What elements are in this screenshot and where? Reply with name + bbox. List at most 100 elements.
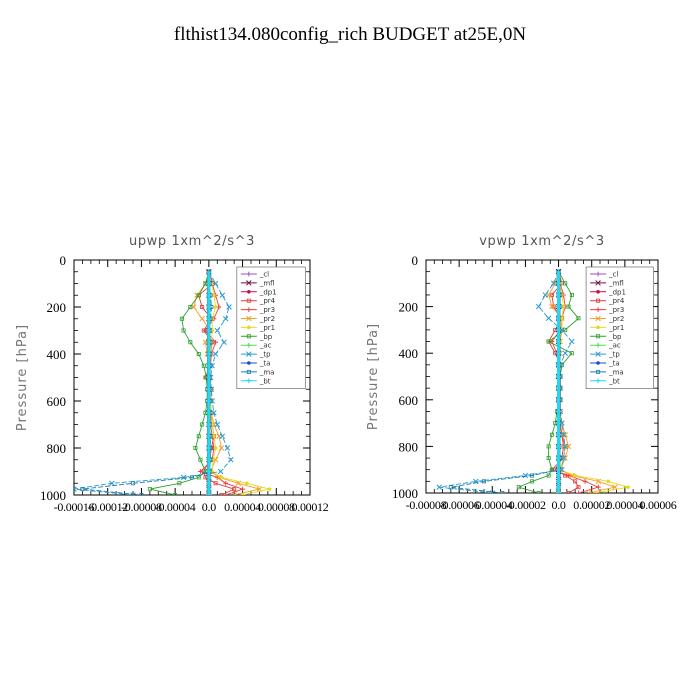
y-tick-label: 600 xyxy=(47,394,67,409)
data-point xyxy=(201,363,206,368)
legend-marker xyxy=(596,325,600,330)
data-point xyxy=(213,305,218,309)
data-point xyxy=(224,445,231,451)
data-point xyxy=(556,385,561,391)
data-point xyxy=(436,484,443,490)
series-bt xyxy=(556,269,561,493)
legend-marker xyxy=(246,369,251,374)
legend-label: _mfl xyxy=(608,279,624,287)
data-point xyxy=(206,410,212,416)
data-point xyxy=(569,292,574,297)
data-point xyxy=(576,490,581,493)
panel-upwp: upwp 1xm^2/s^3 Pressure [hPa] 0 200 400 600 80… xyxy=(15,234,329,514)
legend-marker xyxy=(596,369,601,374)
data-point xyxy=(556,420,561,426)
legend-label: _ac xyxy=(608,342,621,350)
data-point xyxy=(582,478,588,484)
data-point xyxy=(206,457,212,463)
data-point xyxy=(516,485,521,490)
x-tick-label: 0.00006 xyxy=(640,498,677,512)
data-point xyxy=(130,492,136,495)
legend-label: _bt xyxy=(608,377,620,385)
data-point xyxy=(212,434,216,439)
data-point xyxy=(199,315,205,322)
data-point xyxy=(563,281,568,286)
data-point xyxy=(221,339,227,346)
data-point xyxy=(626,485,630,489)
data-point xyxy=(206,492,212,495)
data-point xyxy=(546,456,551,461)
data-point xyxy=(240,493,245,495)
data-point xyxy=(206,316,212,322)
x-tick-label: -0.00008 xyxy=(406,498,447,512)
legend-label: _mfl xyxy=(259,279,275,287)
y-axis-label: Pressure [hPa] xyxy=(15,324,30,431)
data-point xyxy=(196,475,201,480)
data-point xyxy=(206,304,212,310)
legend-label: _ma xyxy=(259,368,275,376)
data-point xyxy=(188,304,193,309)
data-point xyxy=(556,339,561,344)
data-point xyxy=(549,292,554,297)
legend-label: _pr3 xyxy=(259,306,275,314)
data-point xyxy=(219,475,224,480)
y-tick-label: 400 xyxy=(47,347,67,362)
legend-marker xyxy=(596,298,601,303)
data-point xyxy=(546,473,551,478)
legend-marker xyxy=(246,298,251,303)
data-point xyxy=(198,469,203,474)
y-tick-label: 600 xyxy=(399,393,419,408)
data-point xyxy=(130,481,135,486)
legend-marker xyxy=(595,378,601,384)
data-point xyxy=(556,455,561,461)
data-point xyxy=(231,492,237,495)
series-line xyxy=(74,271,232,495)
data-point xyxy=(206,339,212,345)
legend-marker xyxy=(247,361,251,365)
y-tick-label: 1000 xyxy=(40,488,66,503)
data-point xyxy=(522,472,529,479)
data-point xyxy=(196,293,201,298)
data-point xyxy=(556,304,561,309)
data-point xyxy=(200,304,205,309)
data-point xyxy=(556,327,561,333)
data-point xyxy=(213,446,218,450)
data-point xyxy=(585,490,592,493)
legend-label: _bp xyxy=(608,333,622,341)
data-point xyxy=(556,444,561,449)
data-point xyxy=(560,431,567,438)
data-point xyxy=(206,445,212,451)
data-point xyxy=(200,422,205,427)
data-point xyxy=(206,422,212,427)
y-tick-label: 1000 xyxy=(392,486,418,501)
data-point xyxy=(549,303,555,310)
data-point xyxy=(593,491,597,493)
x-tick-label: -0.00012 xyxy=(87,500,128,514)
legend-label: _pr4 xyxy=(608,297,625,305)
data-point xyxy=(206,269,212,275)
legend-label: _pr1 xyxy=(608,324,624,332)
x-tick-label: -0.00002 xyxy=(505,498,546,512)
data-point xyxy=(177,481,182,486)
data-point xyxy=(223,492,229,495)
legend-marker xyxy=(246,334,251,339)
data-point xyxy=(213,339,218,345)
x-tick-label: 0.00004 xyxy=(606,498,643,512)
data-point xyxy=(147,487,152,492)
data-point xyxy=(181,328,186,333)
data-point xyxy=(530,479,535,484)
data-point xyxy=(500,490,505,493)
data-point xyxy=(219,433,226,440)
data-point xyxy=(448,485,453,490)
legend-marker xyxy=(595,280,601,286)
legend-label: _pr2 xyxy=(259,315,275,323)
y-axis-label: Pressure [hPa] xyxy=(366,323,381,430)
data-point xyxy=(206,292,212,298)
data-point xyxy=(223,480,229,486)
legend-label: _tp xyxy=(608,351,620,359)
data-point xyxy=(180,474,187,481)
legend-marker xyxy=(246,280,252,286)
legend-marker xyxy=(595,307,601,312)
data-point xyxy=(556,315,561,321)
